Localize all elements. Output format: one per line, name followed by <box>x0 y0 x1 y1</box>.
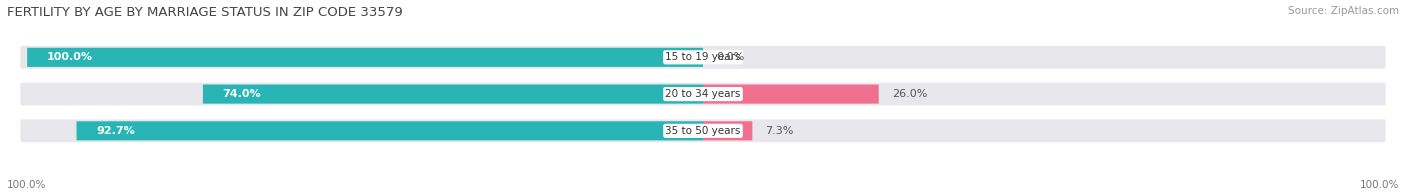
Text: 7.3%: 7.3% <box>765 126 794 136</box>
Text: 92.7%: 92.7% <box>96 126 135 136</box>
Text: 35 to 50 years: 35 to 50 years <box>665 126 741 136</box>
Text: 100.0%: 100.0% <box>46 52 93 62</box>
Text: 26.0%: 26.0% <box>891 89 927 99</box>
Text: 20 to 34 years: 20 to 34 years <box>665 89 741 99</box>
Text: 100.0%: 100.0% <box>1360 180 1399 190</box>
FancyBboxPatch shape <box>703 84 1385 104</box>
Text: 74.0%: 74.0% <box>222 89 262 99</box>
FancyBboxPatch shape <box>21 83 1385 105</box>
Text: 0.0%: 0.0% <box>716 52 744 62</box>
FancyBboxPatch shape <box>703 121 1385 140</box>
Text: 15 to 19 years: 15 to 19 years <box>665 52 741 62</box>
Text: 100.0%: 100.0% <box>7 180 46 190</box>
FancyBboxPatch shape <box>21 84 703 104</box>
FancyBboxPatch shape <box>703 121 752 140</box>
FancyBboxPatch shape <box>21 48 703 67</box>
FancyBboxPatch shape <box>76 121 703 140</box>
FancyBboxPatch shape <box>21 46 1385 69</box>
FancyBboxPatch shape <box>27 48 703 67</box>
Text: Source: ZipAtlas.com: Source: ZipAtlas.com <box>1288 6 1399 16</box>
FancyBboxPatch shape <box>202 84 703 104</box>
Text: FERTILITY BY AGE BY MARRIAGE STATUS IN ZIP CODE 33579: FERTILITY BY AGE BY MARRIAGE STATUS IN Z… <box>7 6 402 19</box>
FancyBboxPatch shape <box>703 84 879 104</box>
FancyBboxPatch shape <box>21 121 703 140</box>
FancyBboxPatch shape <box>21 119 1385 142</box>
FancyBboxPatch shape <box>703 48 1385 67</box>
